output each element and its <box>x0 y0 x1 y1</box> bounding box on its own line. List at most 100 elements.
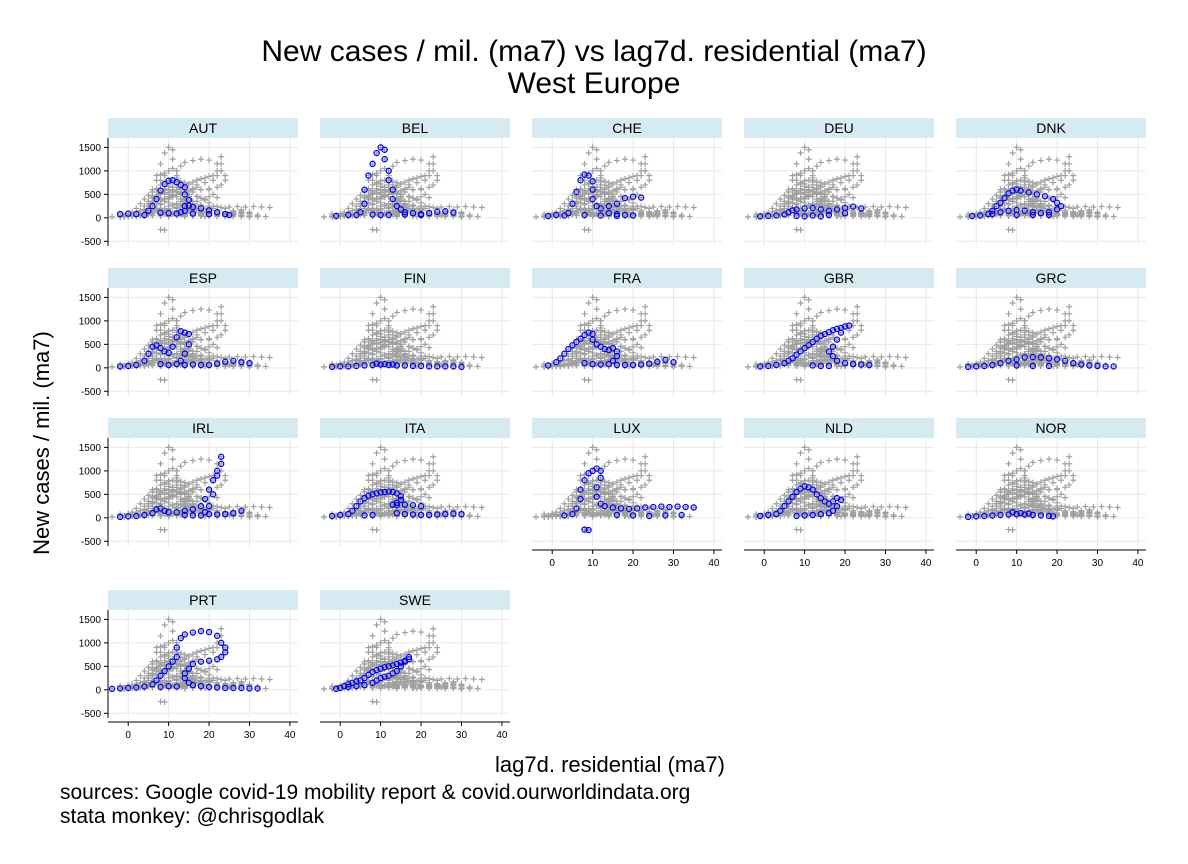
background-point <box>1005 310 1012 317</box>
background-point <box>1066 153 1073 160</box>
background-point <box>797 377 804 384</box>
background-point <box>418 193 425 200</box>
background-point <box>193 198 200 205</box>
background-point <box>630 157 637 164</box>
background-point <box>369 310 376 317</box>
background-point <box>173 172 180 179</box>
background-point <box>474 213 481 220</box>
background-point <box>422 177 429 184</box>
background-point <box>250 203 257 210</box>
background-point <box>157 310 164 317</box>
background-point <box>805 156 812 163</box>
background-point <box>414 179 421 186</box>
background-point <box>833 175 840 182</box>
background-point <box>878 204 885 211</box>
background-point <box>137 200 144 207</box>
background-point <box>638 344 645 351</box>
background-point <box>613 307 620 314</box>
background-point <box>1070 177 1077 184</box>
panel-strip <box>320 118 510 138</box>
background-point <box>870 353 877 360</box>
background-point <box>418 335 425 342</box>
background-point <box>585 150 592 157</box>
background-point <box>886 353 893 360</box>
background-point <box>414 329 421 336</box>
author-note: stata monkey: @chrisgodlak <box>60 805 325 828</box>
background-point <box>177 198 184 205</box>
background-point <box>206 173 213 180</box>
background-point <box>854 303 861 310</box>
background-point <box>165 167 172 174</box>
background-point <box>646 327 653 334</box>
background-point <box>605 159 612 166</box>
background-point <box>894 354 901 361</box>
background-point <box>446 353 453 360</box>
background-point <box>161 150 168 157</box>
background-point <box>745 213 752 220</box>
background-point <box>238 212 245 219</box>
background-point <box>214 172 221 179</box>
background-point <box>1045 156 1052 163</box>
background-point <box>177 313 184 320</box>
background-point <box>842 173 849 180</box>
background-point <box>642 354 649 361</box>
background-point <box>218 181 225 188</box>
panel-che: CHE <box>532 118 722 246</box>
background-point <box>854 153 861 160</box>
background-point <box>161 170 168 177</box>
background-point <box>1005 171 1012 178</box>
background-point <box>1009 300 1016 307</box>
background-point <box>842 335 849 342</box>
background-point <box>214 194 221 201</box>
background-point <box>210 177 217 184</box>
background-point <box>825 307 832 314</box>
y-tick-label: 1000 <box>79 316 102 327</box>
background-point <box>206 193 213 200</box>
y-tick-label: 1500 <box>79 143 102 154</box>
background-point <box>1029 159 1036 166</box>
background-point <box>321 213 328 220</box>
background-point <box>805 306 812 313</box>
background-point <box>1106 204 1113 211</box>
background-point <box>957 213 964 220</box>
panel-title: DEU <box>824 120 854 136</box>
background-point <box>373 377 380 384</box>
chart-title: New cases / mil. (ma7) vs lag7d. residen… <box>261 35 927 68</box>
y-tick-label: 1500 <box>79 293 102 304</box>
data-point <box>157 209 164 216</box>
background-point <box>189 185 196 192</box>
background-point <box>833 156 840 163</box>
background-point <box>218 153 225 160</box>
background-point <box>854 317 861 324</box>
background-point <box>638 160 645 167</box>
panel-fra: FRA <box>532 268 722 396</box>
background-point <box>214 344 221 351</box>
background-point <box>426 310 433 317</box>
background-point <box>642 204 649 211</box>
data-point <box>145 207 152 214</box>
background-point <box>426 322 433 329</box>
background-point <box>642 167 649 174</box>
background-point <box>169 146 176 153</box>
background-point <box>222 327 229 334</box>
data-point <box>185 202 193 209</box>
background-point <box>1110 213 1117 220</box>
background-point <box>262 213 269 220</box>
background-point <box>258 204 265 211</box>
background-point <box>409 156 416 163</box>
background-point <box>373 227 380 234</box>
chart-subtitle: West Europe <box>507 67 681 100</box>
data-point <box>222 210 229 218</box>
background-point <box>870 203 877 210</box>
data-point <box>165 177 172 184</box>
panel-grc: GRC <box>956 268 1146 396</box>
background-point <box>690 204 697 211</box>
background-point <box>149 189 156 195</box>
background-point <box>781 192 788 199</box>
background-point <box>581 160 588 167</box>
panel-title: FRA <box>613 270 642 286</box>
background-point <box>466 213 473 220</box>
background-point <box>121 213 128 220</box>
background-point <box>993 342 1000 349</box>
data-point <box>141 211 148 219</box>
